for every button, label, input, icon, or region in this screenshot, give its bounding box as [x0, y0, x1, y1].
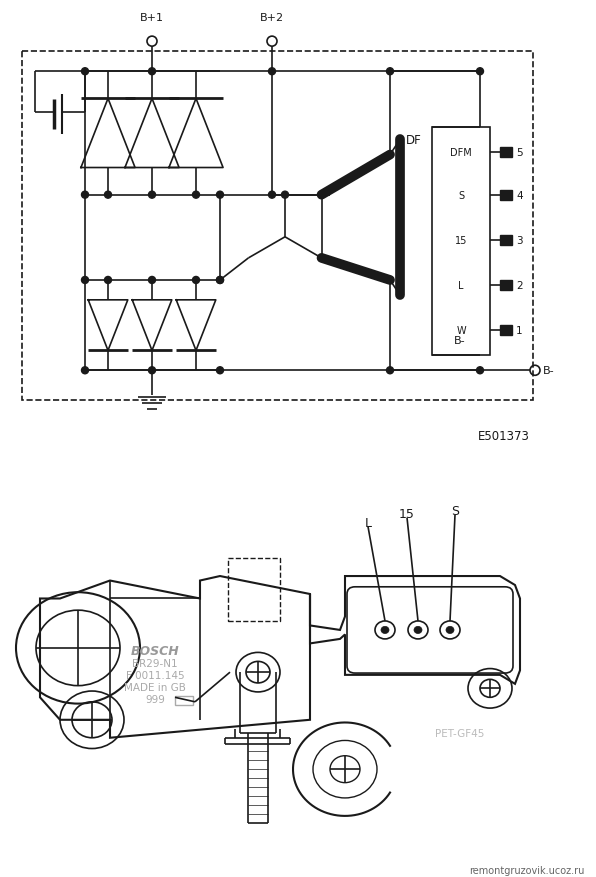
- Circle shape: [269, 68, 275, 75]
- Circle shape: [216, 192, 224, 199]
- Text: DF: DF: [406, 134, 422, 146]
- Text: B-: B-: [543, 366, 555, 376]
- Text: 3: 3: [516, 236, 523, 246]
- Text: 15: 15: [399, 507, 415, 520]
- Circle shape: [269, 192, 275, 199]
- Circle shape: [193, 192, 200, 199]
- Circle shape: [193, 277, 200, 284]
- Bar: [175, 695, 193, 705]
- Circle shape: [82, 277, 88, 284]
- Text: W: W: [456, 325, 466, 336]
- Text: S: S: [458, 190, 464, 201]
- Circle shape: [104, 277, 111, 284]
- Text: B+1: B+1: [140, 13, 164, 23]
- Circle shape: [104, 192, 111, 199]
- Text: E501373: E501373: [478, 430, 530, 443]
- Text: 4: 4: [516, 190, 523, 201]
- Text: B+2: B+2: [260, 13, 284, 23]
- Text: 5: 5: [516, 147, 523, 157]
- Text: 1: 1: [516, 325, 523, 336]
- Circle shape: [148, 68, 156, 75]
- Circle shape: [476, 68, 483, 75]
- Circle shape: [476, 367, 483, 374]
- Circle shape: [318, 255, 325, 262]
- Bar: [500, 147, 512, 157]
- Text: 15: 15: [455, 236, 467, 246]
- Circle shape: [414, 627, 422, 634]
- Circle shape: [216, 367, 224, 374]
- Bar: [500, 236, 512, 246]
- Text: BR29-N1: BR29-N1: [132, 659, 178, 668]
- Circle shape: [216, 277, 224, 284]
- Text: L: L: [458, 281, 464, 290]
- Text: MADE in GB: MADE in GB: [124, 681, 186, 692]
- Text: 999: 999: [145, 695, 165, 704]
- Circle shape: [446, 627, 454, 634]
- Text: remontgruzovik.ucoz.ru: remontgruzovik.ucoz.ru: [470, 865, 585, 875]
- Circle shape: [82, 192, 88, 199]
- Text: 2: 2: [516, 281, 523, 290]
- Text: PET-GF45: PET-GF45: [435, 729, 485, 738]
- Text: BOSCH: BOSCH: [131, 645, 179, 658]
- Circle shape: [216, 277, 224, 284]
- Circle shape: [386, 277, 393, 284]
- Bar: [500, 325, 512, 336]
- Bar: [228, 559, 280, 621]
- Text: DFM: DFM: [450, 147, 472, 157]
- Circle shape: [148, 367, 156, 374]
- Circle shape: [386, 152, 393, 159]
- Text: B-: B-: [454, 336, 466, 346]
- Circle shape: [318, 192, 325, 199]
- Circle shape: [148, 192, 156, 199]
- Circle shape: [148, 277, 156, 284]
- Bar: [500, 190, 512, 201]
- Text: S: S: [451, 504, 459, 517]
- Text: F 0011.145: F 0011.145: [126, 670, 184, 680]
- Circle shape: [82, 68, 88, 75]
- Text: L: L: [365, 516, 371, 529]
- Circle shape: [281, 192, 288, 199]
- Bar: [500, 281, 512, 290]
- Circle shape: [381, 627, 389, 634]
- Circle shape: [386, 68, 393, 75]
- Circle shape: [82, 367, 88, 374]
- Circle shape: [386, 367, 393, 374]
